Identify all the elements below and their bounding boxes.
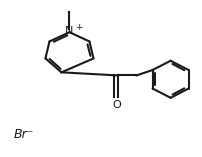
Text: N: N (65, 27, 73, 36)
Text: O: O (112, 100, 120, 110)
Text: Br⁻: Br⁻ (13, 127, 34, 141)
Text: +: + (75, 23, 82, 32)
